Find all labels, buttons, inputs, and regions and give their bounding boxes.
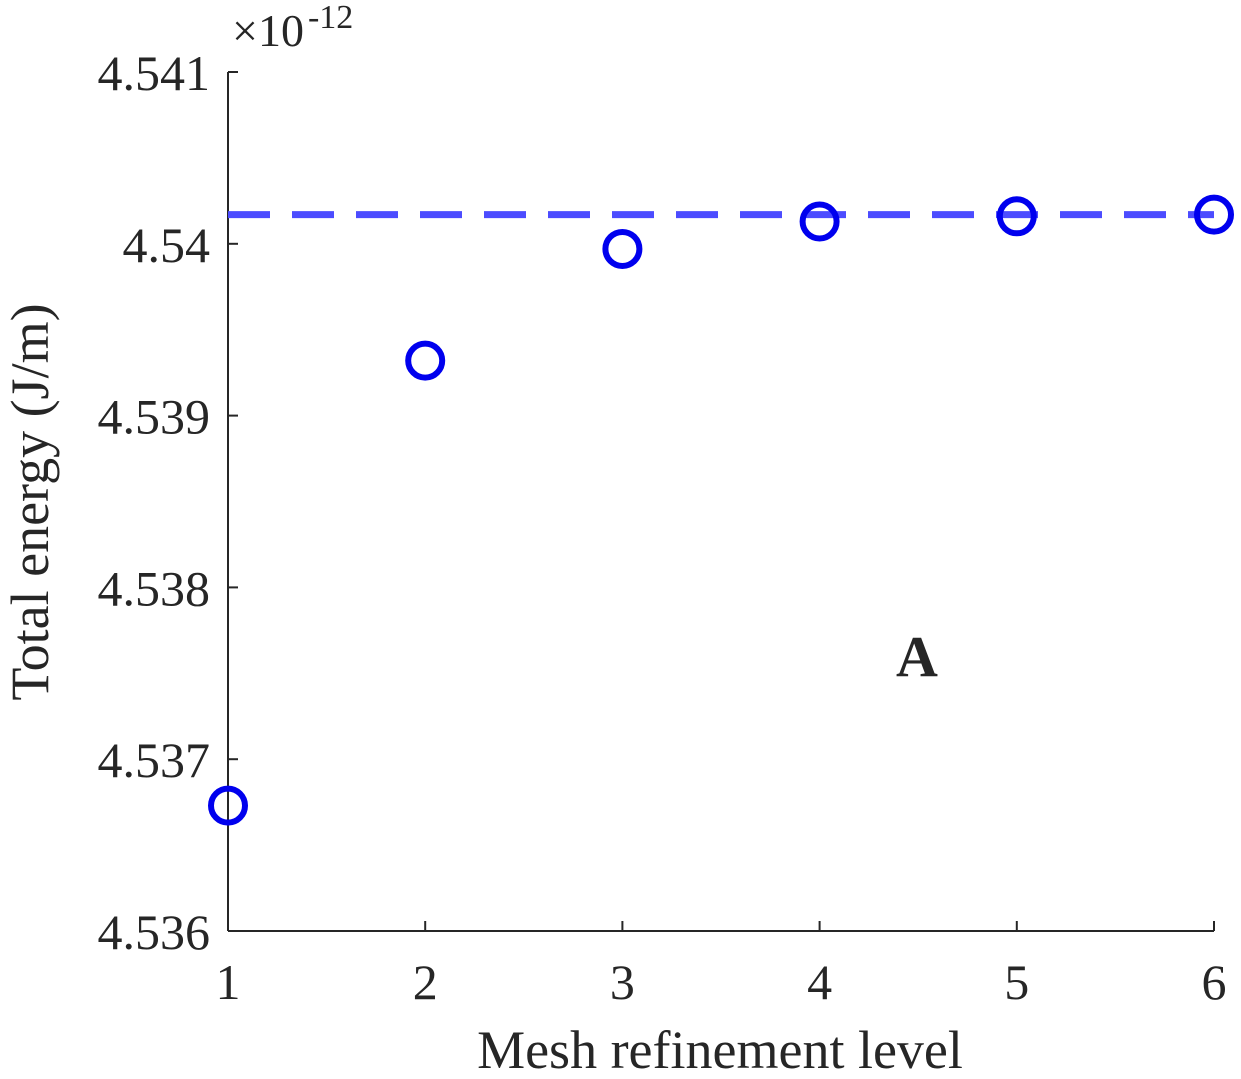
data-point — [208, 785, 248, 826]
exponent-label: ×10 -12 — [232, 0, 353, 56]
data-point — [799, 201, 840, 242]
data-point — [405, 340, 446, 381]
axes: 1 2 3 4 5 6 4.536 4.537 4.538 4.539 4.54 4.541 — [98, 45, 1227, 1010]
exponent-power: -12 — [308, 0, 353, 36]
y-axis-title: Total energy (J/m) — [0, 303, 60, 700]
exponent-base: ×10 — [232, 5, 304, 56]
data-point — [602, 228, 643, 269]
y-tick-label: 4.536 — [98, 904, 211, 960]
labels: ×10 -12 Mesh refinement level Total ener… — [0, 0, 963, 1079]
x-axis-title: Mesh refinement level — [477, 1020, 963, 1079]
panel-annotation: A — [896, 624, 938, 689]
x-tick-label: 6 — [1202, 954, 1227, 1010]
y-tick-label: 4.54 — [123, 217, 211, 273]
data-point — [996, 196, 1037, 237]
data-point — [1194, 194, 1234, 235]
y-tick-label: 4.537 — [98, 732, 211, 788]
x-tick-label: 5 — [1004, 954, 1029, 1010]
data-points — [208, 194, 1234, 826]
x-tick-label: 2 — [413, 954, 438, 1010]
y-tick-label: 4.538 — [98, 560, 211, 616]
y-tick-label: 4.539 — [98, 389, 211, 445]
x-tick-label: 4 — [807, 954, 832, 1010]
x-tick-label: 3 — [610, 954, 635, 1010]
y-tick-label: 4.541 — [98, 45, 211, 101]
x-tick-label: 1 — [216, 954, 241, 1010]
